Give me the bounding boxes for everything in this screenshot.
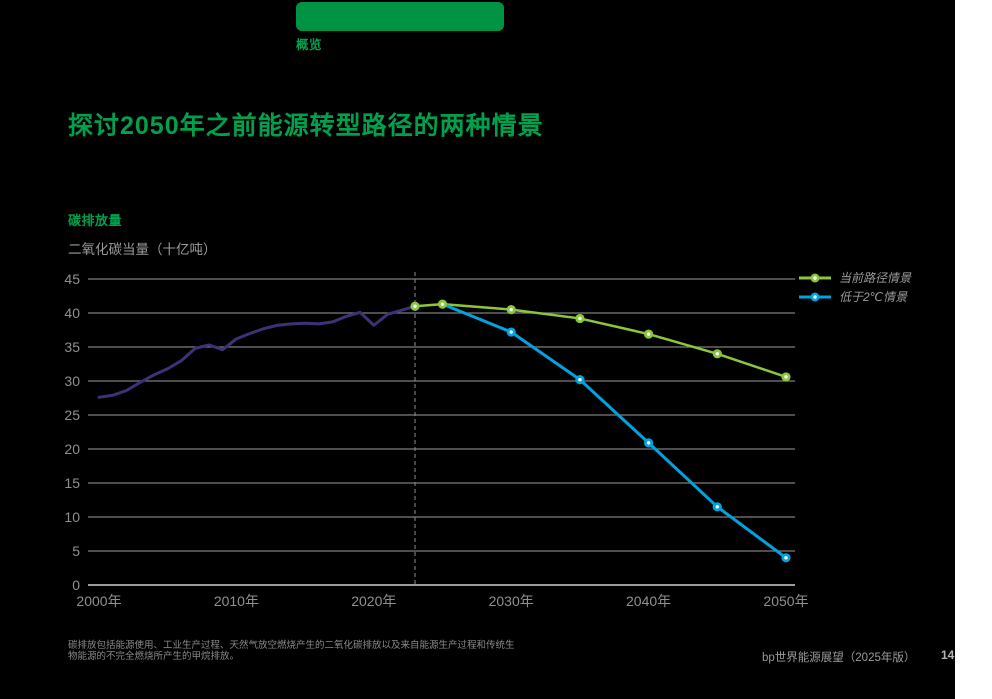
x-tick-label: 2030年 [489,593,534,609]
below-2c-marker-dot [578,377,582,382]
current-trajectory-marker-dot [413,304,417,308]
current-trajectory-marker-dot [578,316,582,321]
y-tick-label: 5 [72,543,80,559]
current-trajectory-marker-dot [784,375,788,379]
y-tick-label: 40 [64,305,80,321]
chart-legend: 当前路径情景 低于2℃情景 [798,268,911,306]
current-trajectory-marker-dot [509,307,513,312]
below-2c-line [441,302,788,560]
tab-overview-label[interactable]: 概览 [296,38,323,52]
x-tick-label: 2040年 [626,593,671,609]
chart-unit-label: 二氧化碳当量（十亿吨） [68,242,217,257]
legend-item-below-2c: 低于2℃情景 [798,287,911,306]
page-number: 14 [941,648,955,662]
y-tick-label: 35 [64,339,80,355]
current-trajectory-swatch-icon [799,273,831,282]
legend-label-below-2c: 低于2℃情景 [839,290,908,304]
below-2c-marker-dot [784,556,788,560]
current-trajectory-marker-dot [715,352,719,356]
x-tick-label: 2050年 [763,593,808,609]
footnote: 碳排放包括能源使用、工业生产过程、天然气放空燃烧产生的二氧化碳排放以及来自能源生… [68,640,515,662]
below-2c-marker-dot [509,330,513,334]
y-tick-label: 30 [64,373,80,389]
current-trajectory-marker-dot [646,332,651,336]
emissions-line-chart: 0 5 10 15 20 25 30 35 40 45 2000年 2010年 2020年 2030年 20… [64,271,808,609]
history-line [97,304,417,399]
below-2c-swatch-icon [799,292,831,301]
below-2c-marker-dot [646,441,651,445]
y-tick-label: 20 [64,441,80,457]
page-title: 探讨2050年之前能源转型路径的两种情景 [68,112,544,140]
slide: 概览 探讨2050年之前能源转型路径的两种情景 碳排放量 二氧化碳当量（十亿吨）… [0,0,955,699]
legend-item-current-trajectory: 当前路径情景 [798,268,911,287]
x-tick-label: 2020年 [351,593,396,609]
y-tick-label: 10 [64,509,80,525]
x-tick-label: 2010年 [214,593,259,609]
x-tick-label: 2000年 [76,593,121,609]
chart-title: 碳排放量 [68,213,123,228]
tab-overview[interactable] [296,2,504,31]
y-tick-label: 45 [64,271,80,287]
below-2c-marker-dot [715,505,719,509]
current-trajectory-marker-dot [440,302,445,306]
y-tick-label: 15 [64,475,80,491]
y-tick-label: 0 [72,577,80,593]
footer-source: bp世界能源展望（2025年版） [762,652,916,664]
legend-label-current-trajectory: 当前路径情景 [839,271,912,285]
y-tick-label: 25 [64,407,80,423]
